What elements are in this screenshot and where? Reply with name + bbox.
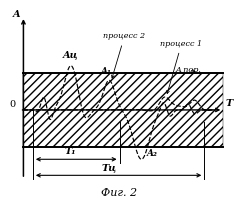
Text: T: T [225,99,232,108]
Text: T₁: T₁ [65,147,76,156]
Text: Aц: Aц [63,50,79,59]
Text: A₂: A₂ [147,149,158,158]
Text: Фиг. 2: Фиг. 2 [101,188,137,198]
Text: процесс 2: процесс 2 [103,32,145,78]
Text: A пор.: A пор. [176,66,202,74]
Text: процесс 1: процесс 1 [161,40,203,93]
Text: A₁: A₁ [101,67,112,76]
Text: Tц: Tц [102,163,117,172]
Text: 0: 0 [10,100,16,109]
Text: A: A [13,10,21,19]
